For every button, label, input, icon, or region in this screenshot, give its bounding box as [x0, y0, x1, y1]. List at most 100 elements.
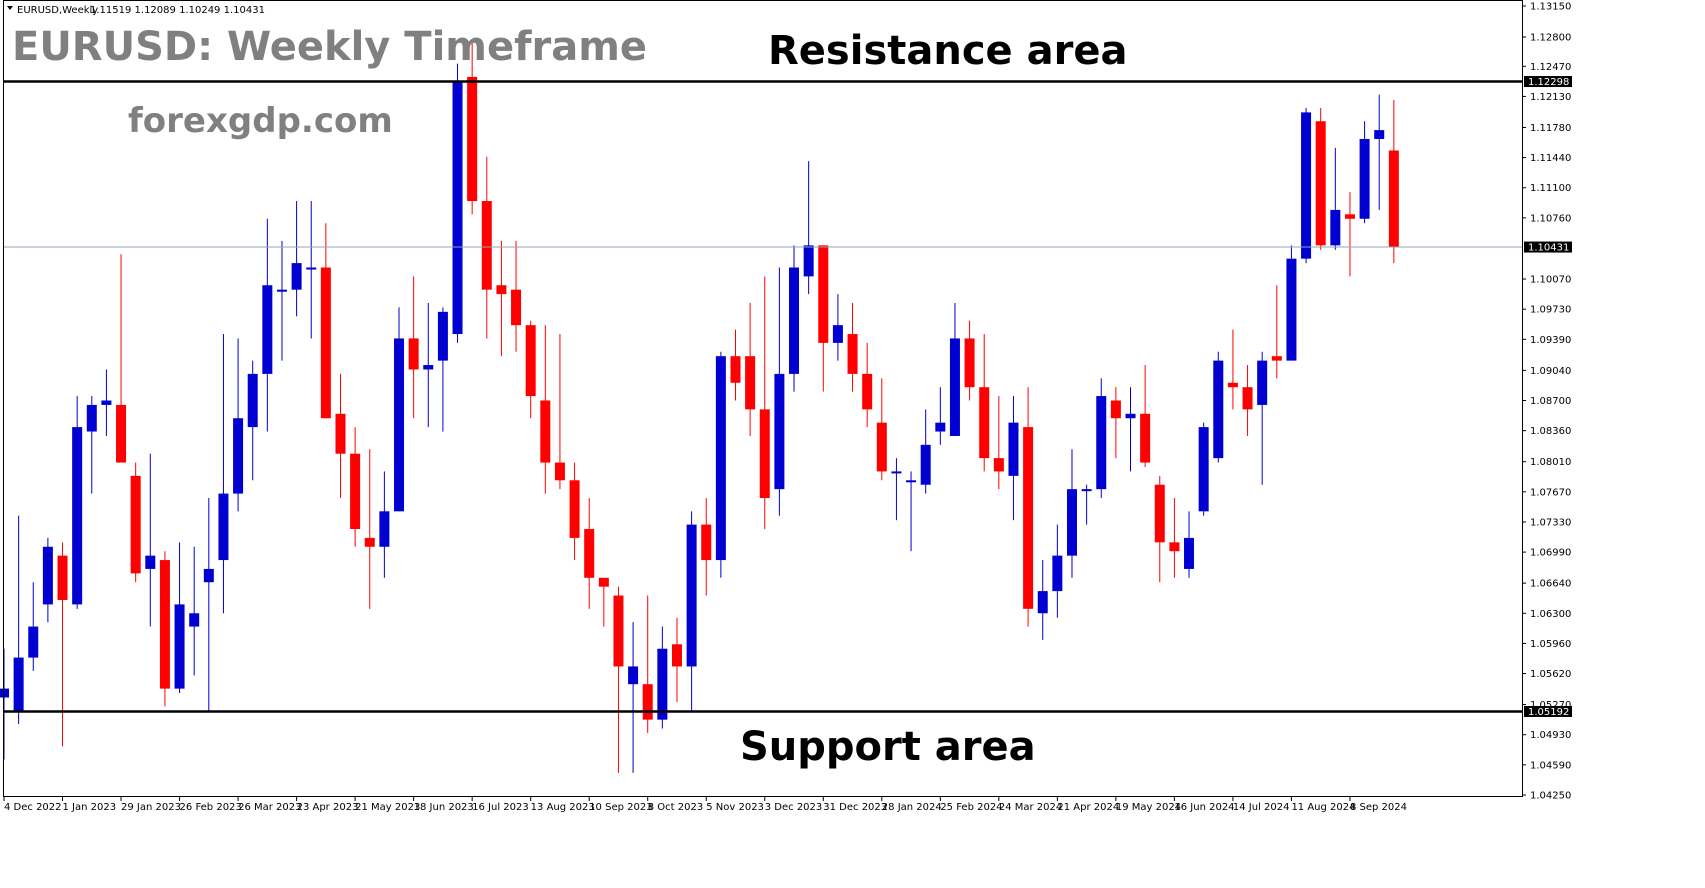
- candle: [628, 622, 639, 773]
- candle: [920, 409, 931, 494]
- resistance-flag-label: 1.12298: [1528, 77, 1569, 88]
- y-tick-label: 1.04930: [1530, 730, 1571, 741]
- candle-body: [116, 404, 127, 463]
- x-tick-label: 23 Apr 2023: [297, 802, 359, 813]
- candle: [276, 240, 287, 361]
- candle-body: [452, 81, 463, 335]
- y-tick-label: 1.05270: [1530, 700, 1571, 711]
- candle: [525, 320, 536, 419]
- candle: [993, 396, 1004, 490]
- candle-body: [57, 555, 68, 600]
- candle-body: [496, 285, 507, 295]
- candle-body: [159, 560, 170, 689]
- chart-menu-icon[interactable]: [7, 6, 13, 10]
- candle-body: [408, 338, 419, 370]
- current-flag-label: 1.10431: [1528, 243, 1569, 254]
- candle: [979, 334, 990, 472]
- candle: [789, 245, 800, 392]
- candle-body: [1037, 591, 1048, 614]
- candle: [1315, 107, 1326, 250]
- x-tick-label: 1 Jan 2023: [63, 802, 117, 813]
- x-tick-label: 25 Feb 2024: [940, 802, 1002, 813]
- candle: [598, 577, 609, 627]
- candle: [1198, 422, 1209, 516]
- candle-body: [1110, 400, 1121, 419]
- candle-body: [906, 480, 917, 483]
- chart-ohlc: 1.11519 1.12089 1.10249 1.10431: [90, 5, 265, 16]
- x-tick-label: 29 Jan 2023: [121, 802, 181, 813]
- candle-body: [145, 555, 156, 569]
- candle: [1008, 396, 1019, 521]
- candle-body: [803, 245, 814, 277]
- candle-body: [701, 524, 712, 561]
- y-tick-label: 1.11440: [1530, 153, 1571, 164]
- y-tick-label: 1.06640: [1530, 579, 1571, 590]
- candle: [1257, 351, 1268, 485]
- resistance-price-flag: 1.12298: [1524, 76, 1572, 88]
- x-tick-label: 8 Sep 2024: [1350, 802, 1407, 813]
- candle: [130, 462, 141, 583]
- candle-body: [1066, 489, 1077, 556]
- candle-body: [613, 595, 624, 667]
- x-tick-label: 21 Apr 2024: [1057, 802, 1119, 813]
- candle-body: [891, 471, 902, 474]
- candle-body: [1271, 356, 1282, 361]
- candle-body: [101, 400, 112, 405]
- candle-body: [847, 334, 858, 374]
- candle: [1081, 484, 1092, 525]
- candle: [511, 240, 522, 352]
- candle-body: [481, 201, 492, 290]
- x-tick-label: 14 Jul 2024: [1233, 802, 1290, 813]
- x-tick-label: 26 Feb 2023: [180, 802, 242, 813]
- y-tick-label: 1.11780: [1530, 123, 1571, 134]
- y-tick-label: 1.11100: [1530, 183, 1571, 194]
- candle-body: [1242, 387, 1253, 410]
- candle: [891, 458, 902, 521]
- candle-body: [1301, 112, 1312, 259]
- candle: [467, 41, 478, 215]
- candle: [818, 245, 829, 392]
- candle: [1066, 449, 1077, 578]
- candle: [452, 63, 463, 343]
- candle: [1359, 121, 1370, 224]
- y-tick-label: 1.07670: [1530, 487, 1571, 498]
- candle: [233, 338, 244, 512]
- candle: [949, 302, 960, 436]
- x-tick-label: 26 Mar 2023: [238, 802, 301, 813]
- candle: [408, 276, 419, 419]
- candle-body: [1096, 396, 1107, 490]
- candle: [935, 387, 946, 445]
- y-tick-label: 1.13150: [1530, 2, 1571, 13]
- candle-body: [13, 657, 24, 711]
- candle-body: [174, 604, 185, 689]
- y-axis: 1.13150 1.12800 1.12470 1.12130 1.11780 1.114…: [1522, 2, 1571, 802]
- candle: [1344, 192, 1355, 277]
- candle: [1037, 560, 1048, 640]
- candle: [730, 329, 741, 401]
- candle: [86, 396, 97, 494]
- candle: [350, 427, 361, 547]
- candle-body: [28, 626, 39, 658]
- candle-body: [993, 458, 1004, 472]
- x-tick-label: 18 Jun 2023: [414, 802, 474, 813]
- candle: [203, 498, 214, 711]
- x-tick-label: 5 Nov 2023: [706, 802, 764, 813]
- candle: [42, 537, 53, 623]
- candle: [423, 302, 434, 428]
- candle-body: [1359, 138, 1370, 219]
- candle: [1140, 365, 1151, 467]
- x-tick-label: 3 Dec 2023: [765, 802, 823, 813]
- candle-body: [671, 644, 682, 667]
- candle-body: [350, 453, 361, 530]
- x-tick-label: 4 Dec 2022: [4, 802, 62, 813]
- candle: [642, 595, 653, 733]
- candle-body: [1388, 150, 1399, 248]
- x-tick-label: 8 Oct 2023: [648, 802, 703, 813]
- candle-body: [1257, 360, 1268, 405]
- y-tick-label: 1.09730: [1530, 305, 1571, 316]
- y-tick-label: 1.12470: [1530, 62, 1571, 73]
- candle: [159, 551, 170, 707]
- candle: [364, 449, 375, 609]
